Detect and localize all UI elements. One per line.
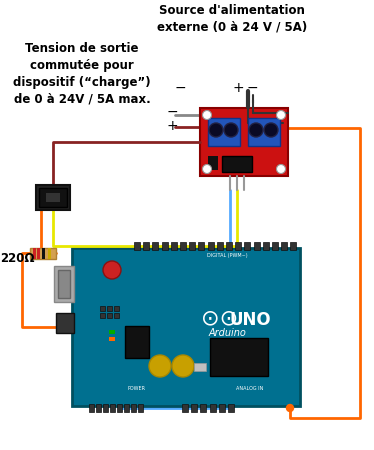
Text: ANALOG IN: ANALOG IN <box>236 386 264 391</box>
Circle shape <box>276 165 285 174</box>
Bar <box>109 337 115 341</box>
Bar <box>109 330 115 334</box>
Circle shape <box>249 123 263 137</box>
Text: UNO: UNO <box>229 311 271 329</box>
Text: 220Ω: 220Ω <box>0 252 34 265</box>
Bar <box>138 404 143 412</box>
Bar <box>200 404 206 412</box>
Bar <box>263 242 269 250</box>
Bar <box>124 404 129 412</box>
Bar <box>182 404 188 412</box>
Text: −: − <box>174 81 186 95</box>
Bar <box>117 404 122 412</box>
Text: −: − <box>166 105 178 119</box>
Bar <box>143 242 149 250</box>
Bar <box>72 248 300 406</box>
Bar <box>210 338 268 376</box>
Bar <box>30 248 56 259</box>
Bar <box>114 313 119 318</box>
Bar <box>54 266 74 302</box>
Bar <box>254 242 260 250</box>
Bar <box>89 404 94 412</box>
Bar <box>222 156 252 172</box>
Bar <box>107 306 112 311</box>
Bar <box>194 363 206 371</box>
Bar <box>217 242 223 250</box>
Bar <box>228 404 234 412</box>
Bar <box>281 242 287 250</box>
Bar <box>235 242 241 250</box>
Bar <box>96 404 101 412</box>
Bar <box>272 242 278 250</box>
Bar <box>162 242 168 250</box>
Circle shape <box>149 355 171 377</box>
Bar <box>209 404 215 412</box>
Text: POWER: POWER <box>128 386 146 391</box>
Bar <box>248 118 280 146</box>
Circle shape <box>202 165 212 174</box>
Text: Arduino: Arduino <box>208 328 246 338</box>
Bar <box>125 326 149 358</box>
Bar <box>171 242 177 250</box>
Bar <box>39 188 67 207</box>
Text: +: + <box>232 81 244 95</box>
Bar <box>33 248 36 259</box>
Text: ⊙⊙: ⊙⊙ <box>201 308 239 328</box>
Bar <box>36 185 70 210</box>
Bar <box>48 248 51 259</box>
Text: +: + <box>166 119 178 133</box>
Bar <box>189 242 195 250</box>
Bar <box>42 248 45 259</box>
Bar <box>208 156 218 170</box>
Circle shape <box>286 405 294 411</box>
Circle shape <box>264 123 278 137</box>
Text: DIGITAL (PWM~): DIGITAL (PWM~) <box>207 253 247 258</box>
Circle shape <box>224 123 238 137</box>
Bar <box>37 248 40 259</box>
Circle shape <box>172 355 194 377</box>
Bar <box>198 242 205 250</box>
Circle shape <box>103 261 121 279</box>
Bar <box>152 242 159 250</box>
Bar <box>219 404 225 412</box>
Bar <box>226 242 232 250</box>
Bar <box>191 404 197 412</box>
Bar <box>208 242 214 250</box>
Bar <box>200 108 288 176</box>
Bar <box>46 193 60 202</box>
Bar <box>134 242 140 250</box>
Bar <box>100 313 105 318</box>
Text: −: − <box>246 81 258 95</box>
Bar <box>131 404 136 412</box>
Bar <box>290 242 297 250</box>
Bar <box>114 306 119 311</box>
Circle shape <box>276 111 285 120</box>
Bar <box>244 242 251 250</box>
Bar <box>110 404 115 412</box>
Text: Source d'alimentation
externe (0 à 24 V / 5A): Source d'alimentation externe (0 à 24 V … <box>157 4 307 34</box>
Circle shape <box>202 111 212 120</box>
Bar <box>208 118 240 146</box>
Bar <box>100 306 105 311</box>
Circle shape <box>209 123 223 137</box>
Bar <box>56 313 74 333</box>
Bar <box>58 270 70 298</box>
Bar <box>107 313 112 318</box>
Text: Tension de sortie
commutée pour
dispositif (“charge”)
de 0 à 24V / 5A max.: Tension de sortie commutée pour disposit… <box>13 42 151 106</box>
Bar <box>103 404 108 412</box>
Bar <box>180 242 186 250</box>
